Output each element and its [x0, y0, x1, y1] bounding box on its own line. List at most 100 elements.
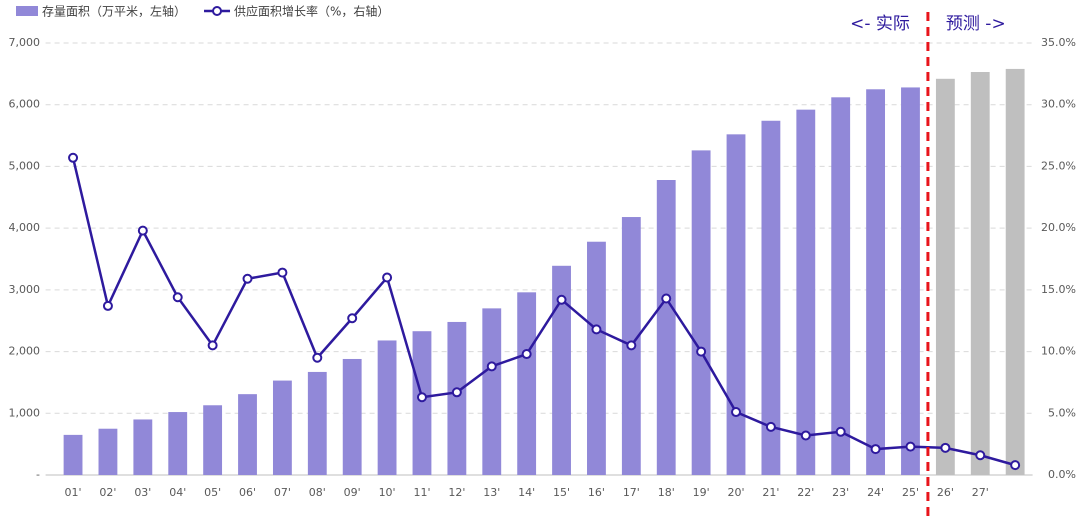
legend-label: 存量面积（万平米，左轴）: [42, 4, 186, 19]
y2-tick-label: 5.0%: [1048, 406, 1076, 419]
x-tick-label: 11': [413, 486, 430, 499]
bar: [482, 308, 502, 475]
line: [71, 157, 1016, 467]
bar: [831, 97, 851, 476]
line-point: [102, 300, 113, 311]
x-tick-label: 18': [658, 486, 675, 499]
bar: [342, 358, 362, 475]
x-tick-label: 16': [588, 486, 605, 499]
y-tick-label: 7,000: [9, 36, 41, 49]
x-tick-label: 24': [867, 486, 884, 499]
x-tick-label: 22': [797, 486, 814, 499]
bar: [307, 371, 327, 475]
y2-tick-label: 15.0%: [1041, 283, 1076, 296]
line-point: [870, 444, 881, 455]
bar: [761, 120, 781, 475]
bar: [691, 150, 711, 475]
x-tick-label: 27': [972, 486, 989, 499]
line-point: [137, 225, 148, 236]
bar: [796, 109, 816, 475]
line-point: [765, 421, 776, 432]
x-tick-label: 03': [134, 486, 151, 499]
bar: [970, 72, 990, 476]
y2-tick-label: 35.0%: [1041, 36, 1076, 49]
bar: [901, 87, 920, 475]
x-tick-label: 01': [65, 486, 82, 499]
x-tick-label: 21': [762, 486, 779, 499]
x-tick-label: 26': [937, 486, 954, 499]
bar: [447, 321, 467, 475]
x-tick-label: 15': [553, 486, 570, 499]
x-tick-label: 12': [448, 486, 465, 499]
x-tick-label: 09': [344, 486, 361, 499]
x-tick-label: 05': [204, 486, 221, 499]
y-tick-label: 2,000: [9, 345, 41, 358]
line-point: [172, 292, 183, 303]
x-tick-label: 10': [379, 486, 396, 499]
line-point: [207, 340, 218, 351]
bar: [656, 180, 676, 475]
x-tick-label: 13': [483, 486, 500, 499]
line-point: [975, 450, 986, 461]
y-tick-label: 3,000: [9, 283, 41, 296]
x-tick-label: 20': [727, 486, 744, 499]
line-point: [591, 324, 602, 335]
x-tick-label: 06': [239, 486, 256, 499]
x-tick-label: 14': [518, 486, 535, 499]
legend-label: 供应面积增长率（%，右轴）: [234, 4, 389, 19]
x-tick-label: 25': [902, 486, 919, 499]
line-point: [661, 293, 672, 304]
y2-tick-label: 10.0%: [1041, 345, 1076, 358]
line-point: [1010, 460, 1021, 471]
line-point: [277, 267, 288, 278]
bar: [168, 412, 188, 475]
x-tick-label: 07': [274, 486, 291, 499]
y-tick-label: 6,000: [9, 98, 41, 111]
line-point: [382, 272, 393, 283]
x-tick-label: 17': [623, 486, 640, 499]
line-point: [800, 430, 811, 441]
line-point: [731, 407, 742, 418]
bar: [133, 419, 153, 475]
y-tick-label: 1,000: [9, 406, 41, 419]
line-point: [416, 392, 427, 403]
line-point: [347, 313, 358, 324]
legend-swatch: [212, 6, 223, 16]
bar: [63, 434, 83, 475]
y2-tick-label: 30.0%: [1041, 98, 1076, 111]
x-tick-label: 23': [832, 486, 849, 499]
legend-swatch: [16, 6, 38, 16]
y-tick-label: 4,000: [9, 221, 41, 234]
line-point: [626, 340, 637, 351]
bar: [203, 405, 223, 475]
bar: [517, 292, 537, 475]
annotation: 预测 ->: [946, 14, 1006, 34]
line-point: [696, 346, 707, 357]
bar: [552, 265, 571, 475]
bar: [272, 380, 292, 475]
y2-tick-label: 20.0%: [1041, 221, 1076, 234]
annotation: <- 实际: [850, 14, 910, 34]
bar: [726, 134, 746, 475]
bar: [935, 78, 955, 476]
bar: [866, 89, 886, 476]
line-point: [312, 352, 323, 363]
bar: [587, 241, 606, 475]
line-point: [68, 152, 79, 163]
line-point: [905, 441, 916, 452]
y2-tick-label: 25.0%: [1041, 159, 1076, 172]
line-point: [521, 349, 532, 360]
x-tick-label: 04': [169, 486, 186, 499]
x-tick-label: 08': [309, 486, 326, 499]
y-tick-label: -: [36, 468, 40, 481]
line-point: [486, 361, 497, 372]
line-point: [940, 442, 951, 453]
line-point: [556, 294, 567, 305]
bar: [1005, 68, 1025, 476]
bar: [412, 331, 432, 475]
line-point: [242, 273, 253, 284]
x-tick-label: 19': [693, 486, 710, 499]
line-point: [835, 426, 846, 437]
bar: [98, 428, 118, 475]
